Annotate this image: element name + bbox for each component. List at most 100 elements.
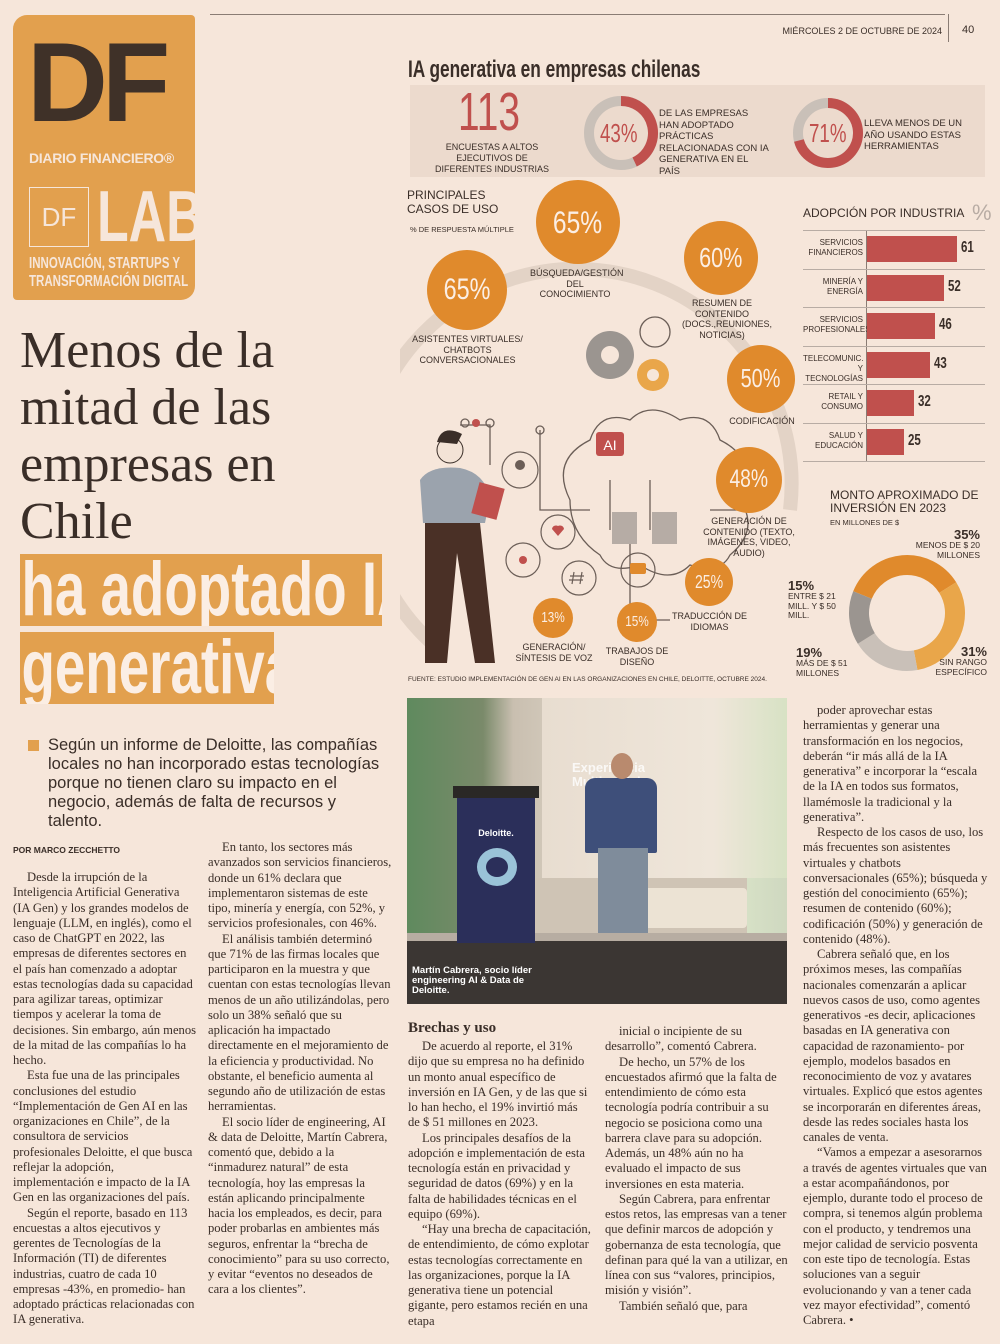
use-case-label: GENERACIÓN/ SÍNTESIS DE VOZ: [515, 642, 593, 663]
stat-donuts: [584, 96, 863, 170]
stat-value: 43%: [600, 118, 638, 148]
donut-slice-value: 35%: [953, 527, 980, 542]
bar-category-label: RETAIL Y CONSUMO: [821, 392, 863, 411]
logo-tagline-1: INNOVACIÓN, STARTUPS Y: [29, 255, 181, 272]
bar-row-rule: [803, 230, 985, 231]
paragraph: De acuerdo al reporte, el 31% dijo que s…: [408, 1039, 588, 1130]
paragraph: poder aprovechar estas herramientas y ge…: [803, 703, 978, 824]
stat-label: LLEVA MENOS DE UN AÑO USANDO ESTAS HERRA…: [864, 118, 963, 152]
use-case-value: 50%: [741, 365, 781, 393]
donut-slice-label: 35% MENOS DE $ 20 MILLONES: [910, 528, 980, 560]
photo-caption: Martín Cabrera, socio líder engineering …: [412, 965, 532, 996]
bar-value-label: 43: [934, 355, 952, 373]
use-case-value: 25%: [694, 572, 724, 592]
source-note: FUENTE: ESTUDIO IMPLEMENTACIÓN DE GEN AI…: [408, 676, 767, 683]
stats-band: [410, 85, 985, 177]
bar-chart-unit: %: [972, 200, 992, 225]
use-case-bubble: 25%: [685, 558, 733, 606]
document-icon: [652, 512, 677, 544]
stat-71: 71%: [809, 118, 861, 149]
header-rule: [210, 14, 945, 15]
use-case-bubble: 13%: [533, 598, 573, 638]
gear-icons: [586, 316, 671, 391]
donut-slice: [857, 632, 918, 671]
paragraph: “Vamos a empezar a asesorarnos a través …: [803, 1145, 987, 1327]
paragraph: inicial o incipiente de su desarrollo”, …: [605, 1024, 757, 1054]
bar-category-label: MINERÍA Y ENERGÍA: [822, 276, 863, 296]
stat-donut-fill: [794, 98, 863, 168]
bar-value-label: 32: [918, 393, 936, 411]
paragraph: Según Cabrera, para enfrentar estos reto…: [605, 1191, 788, 1298]
headline-line: Chile: [20, 493, 133, 550]
use-case-value: 60%: [699, 242, 743, 273]
body-column-3: De acuerdo al reporte, el 31% dijo que s…: [408, 1039, 592, 1329]
header-divider: [948, 14, 949, 42]
feature-icons: [501, 451, 656, 596]
byline: POR MARCO ZECCHETTO: [13, 845, 121, 855]
body-column-1: Desde la irrupción de la Inteligencia Ar…: [13, 870, 197, 1328]
bar: [867, 428, 904, 455]
stat-surveys: 113: [458, 85, 544, 139]
donut-slice: [849, 591, 876, 644]
headline-line: mitad de las: [20, 379, 272, 436]
donut-slice-desc: ENTRE $ 21 MILL. Y $ 50 MILL.: [788, 591, 836, 620]
headline-line: Menos de la: [20, 322, 275, 379]
stat-donut-fill: [620, 96, 658, 167]
donut-slice-value: 15%: [788, 578, 815, 593]
bar-row-rule: [803, 384, 985, 385]
use-case-label: TRADUCCIÓN DE IDIOMAS: [672, 611, 748, 632]
donut-slice-value: 31%: [960, 644, 987, 659]
use-case-bubble: 65%: [536, 180, 620, 264]
logo-tagline-2: TRANSFORMACIÓN DIGITAL: [29, 273, 189, 290]
bar: [867, 236, 957, 262]
use-case-bubble: 60%: [684, 221, 758, 295]
bar-value-label: 25: [908, 432, 926, 450]
stage: [407, 938, 787, 1004]
donut-title: MONTO APROXIMADO DE INVERSIÓN EN 2023: [830, 488, 979, 515]
donut-slice-value: 19%: [796, 645, 823, 660]
stage-edge: [407, 933, 787, 941]
podium-brand: Deloitte.: [478, 828, 514, 838]
use-case-label: BÚSQUEDA/GESTIÓN DEL CONOCIMIENTO: [530, 268, 624, 299]
bar-chart: SERVICIOS FINANCIEROS 61 MINERÍA Y ENERGÍA…: [803, 230, 985, 462]
use-case-label: RESUMEN DE CONTENIDO (DOCS.,REUNIONES, N…: [682, 298, 773, 340]
donut-slice-label: 15% ENTRE $ 21 MILL. Y $ 50 MILL.: [788, 579, 858, 621]
bar-category-label: TELECOMUNIC. Y TECNOLOGÍAS: [803, 353, 864, 383]
paragraph: También señaló que, para: [619, 1298, 748, 1313]
bar-row-rule: [803, 461, 985, 462]
stat-label: DE LAS EMPRESAS HAN ADOPTADO PRÁCTICAS R…: [659, 108, 769, 177]
bar: [867, 274, 944, 301]
bar-value: 43: [934, 354, 948, 372]
body-column-5: poder aprovechar estas herramientas y ge…: [803, 703, 989, 1328]
donut-slice-desc: MÁS DE $ 51 MILLONES: [796, 658, 848, 678]
logo-brand-name: DIARIO FINANCIERO®: [29, 150, 174, 166]
stat-label: ENCUESTAS A ALTOS EJECUTIVOS DE DIFERENT…: [434, 142, 549, 174]
use-case-value: 13%: [541, 609, 565, 626]
use-case-label: CODIFICACIÓN: [729, 416, 795, 426]
speaker-head: [611, 753, 633, 779]
paragraph: En tanto, los sectores más avanzados son…: [208, 840, 392, 931]
page-number: 40: [962, 24, 975, 36]
bar-value: 25: [907, 431, 921, 449]
bar-row-rule: [803, 345, 985, 347]
podium-top: [453, 786, 539, 798]
user-icon: [515, 460, 525, 470]
donut-chart: [849, 555, 965, 671]
projection-screen: [542, 698, 787, 878]
use-case-label: ASISTENTES VIRTUALES/ CHATBOTS CONVERSAC…: [412, 334, 523, 365]
stat-43: 43%: [600, 118, 644, 149]
bar: [867, 351, 931, 378]
paragraph: El socio líder de engineering, AI & data…: [208, 1114, 390, 1297]
donut-slice-label: 19% MÁS DE $ 51 MILLONES: [796, 646, 866, 678]
bar-row-rule: [803, 268, 985, 270]
bar-chart-title: ADOPCIÓN POR INDUSTRIA: [803, 206, 965, 220]
paragraph: El análisis también determinó que 71% de…: [208, 931, 391, 1114]
hashtag-icon: [569, 571, 584, 585]
use-cases-subtitle: % DE RESPUESTA MÚLTIPLE: [410, 225, 514, 234]
bar: [867, 390, 915, 416]
headline-highlight: ha adoptado IA: [20, 554, 382, 626]
bar-category-label: SERVICIOS FINANCIEROS: [808, 238, 863, 257]
donut-slice-desc: MENOS DE $ 20 MILLONES: [915, 540, 980, 560]
ai-label: AI: [603, 437, 616, 453]
speaker-jacket: [585, 778, 657, 853]
